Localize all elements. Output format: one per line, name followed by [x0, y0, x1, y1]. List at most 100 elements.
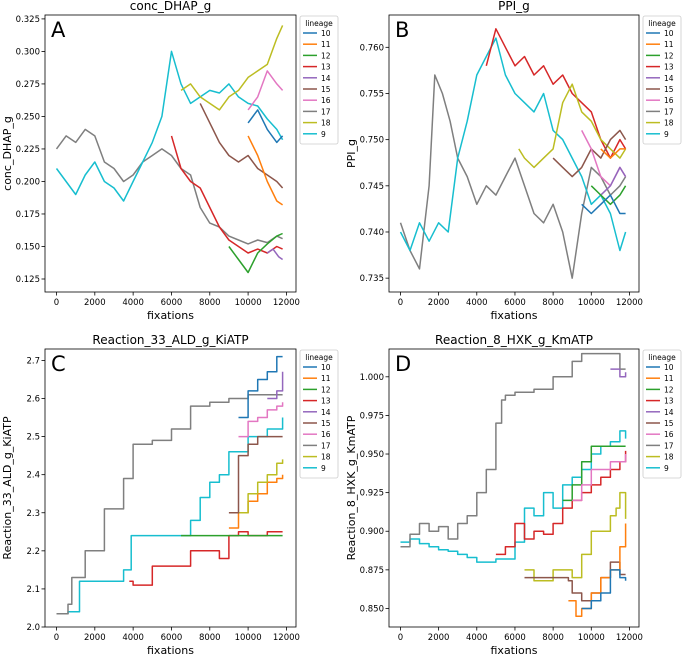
legend-title: lineage: [305, 353, 333, 362]
legend-box: [299, 15, 339, 145]
series-line-16: [238, 402, 284, 438]
series-line-9: [55, 50, 284, 202]
series-line-14: [266, 248, 284, 261]
series-line-12: [228, 232, 283, 274]
x-tick-label: 8000: [542, 298, 564, 308]
legend-label-17: 17: [321, 441, 331, 450]
series-line-10: [247, 109, 284, 144]
series-line-12: [590, 185, 627, 206]
series-line-13: [129, 531, 283, 586]
series-line-18: [518, 83, 627, 169]
legend-label-16: 16: [321, 96, 331, 105]
series-line-9: [56, 417, 284, 615]
y-tick-label: 2.1: [26, 585, 40, 595]
x-tick-label: 6000: [504, 633, 526, 643]
y-tick-label: 0.735: [360, 274, 384, 284]
y-tick-label: 0.850: [360, 604, 384, 614]
y-tick-label: 0.300: [16, 47, 40, 57]
legend-label-10: 10: [321, 363, 331, 372]
legend-label-17: 17: [664, 107, 674, 116]
x-tick-label: 6000: [161, 633, 183, 643]
series-line-18: [180, 25, 284, 111]
x-tick-label: 4000: [122, 298, 144, 308]
legend-label-18: 18: [664, 119, 674, 128]
legend-label-11: 11: [321, 40, 331, 49]
legend-title: lineage: [648, 19, 676, 28]
legend-label-11: 11: [664, 374, 674, 383]
y-tick-label: 2.4: [26, 471, 40, 481]
legend-label-10: 10: [664, 363, 674, 372]
x-tick-label: 4000: [466, 298, 488, 308]
panel-letter: D: [395, 352, 411, 376]
axes-frame: [388, 348, 640, 628]
series-group: [399, 28, 627, 279]
panel-letter: C: [51, 352, 66, 376]
legend-label-13: 13: [664, 63, 674, 72]
x-tick-label: 10000: [235, 633, 262, 643]
chart-title: Reaction_33_ALD_g_KiATP: [92, 333, 248, 347]
x-tick-label: 0: [398, 298, 403, 308]
x-axis-label: fixations: [147, 644, 194, 655]
x-tick-label: 6000: [161, 298, 183, 308]
chart-panel-b: PPI_g 0 2000 4000 6000 8000 10000 12000 0.735 0.7…: [345, 0, 682, 322]
legend-label-14: 14: [321, 408, 331, 417]
legend-label-16: 16: [664, 430, 674, 439]
x-axis-label: fixations: [491, 644, 538, 655]
y-tick-label: 2.3: [26, 509, 40, 519]
legend-label-13: 13: [664, 397, 674, 406]
series-line-12: [562, 445, 626, 502]
series-line-13: [495, 450, 627, 556]
series-line-14: [610, 368, 627, 378]
y-tick-label: 0.875: [360, 566, 384, 576]
legend-box: [642, 349, 682, 479]
y-tick-label: 0.750: [360, 136, 384, 146]
legend-label-9: 9: [321, 130, 326, 139]
y-tick-label: 0.225: [16, 145, 40, 155]
y-tick-label: 0.325: [16, 15, 40, 25]
x-tick-label: 12000: [273, 298, 300, 308]
x-tick-label: 6000: [504, 298, 526, 308]
chart-panel-a: conc_DHAP_g 0 2000 4000 6000 8000 10000 12000 0.…: [1, 0, 339, 322]
y-tick-label: 0.745: [360, 182, 384, 192]
legend-box: [642, 15, 682, 145]
legend-label-17: 17: [321, 107, 331, 116]
legend-label-16: 16: [664, 96, 674, 105]
x-axis-label: fixations: [491, 309, 538, 322]
x-tick-label: 10000: [578, 633, 605, 643]
legend-label-12: 12: [664, 51, 674, 60]
y-tick-label: 2.7: [26, 356, 40, 366]
series-line-10: [581, 569, 627, 610]
y-tick-label: 2.2: [26, 547, 40, 557]
y-tick-label: 0.250: [16, 112, 40, 122]
legend-label-16: 16: [321, 430, 331, 439]
legend-label-12: 12: [664, 385, 674, 394]
chart-panel-d: Reaction_8_HXK_g_KmATP 0 2000 4000 6000 8000 1…: [345, 333, 682, 655]
y-tick-label: 0.175: [16, 210, 40, 220]
series-group: [56, 355, 284, 615]
x-tick-label: 10000: [578, 298, 605, 308]
series-line-9: [400, 430, 627, 563]
series-line-16: [247, 70, 284, 111]
legend-label-18: 18: [321, 119, 331, 128]
y-tick-label: 0.755: [360, 89, 384, 99]
y-tick-label: 2.0: [26, 623, 40, 633]
y-axis-label: Reaction_8_HXK_g_KmATP: [345, 415, 358, 560]
legend-label-14: 14: [664, 408, 674, 417]
legend-label-13: 13: [321, 397, 331, 406]
legend-label-10: 10: [664, 29, 674, 38]
x-tick-label: 12000: [616, 633, 643, 643]
series-line-10: [581, 194, 626, 215]
legend-label-15: 15: [321, 85, 331, 94]
legend-label-15: 15: [321, 419, 331, 428]
legend-label-18: 18: [321, 453, 331, 462]
chart-title: PPI_g: [498, 0, 530, 13]
x-tick-label: 0: [398, 633, 403, 643]
y-tick-label: 0.740: [360, 228, 384, 238]
x-tick-label: 2000: [428, 298, 450, 308]
series-line-9: [399, 37, 627, 252]
series-line-11: [228, 474, 284, 529]
